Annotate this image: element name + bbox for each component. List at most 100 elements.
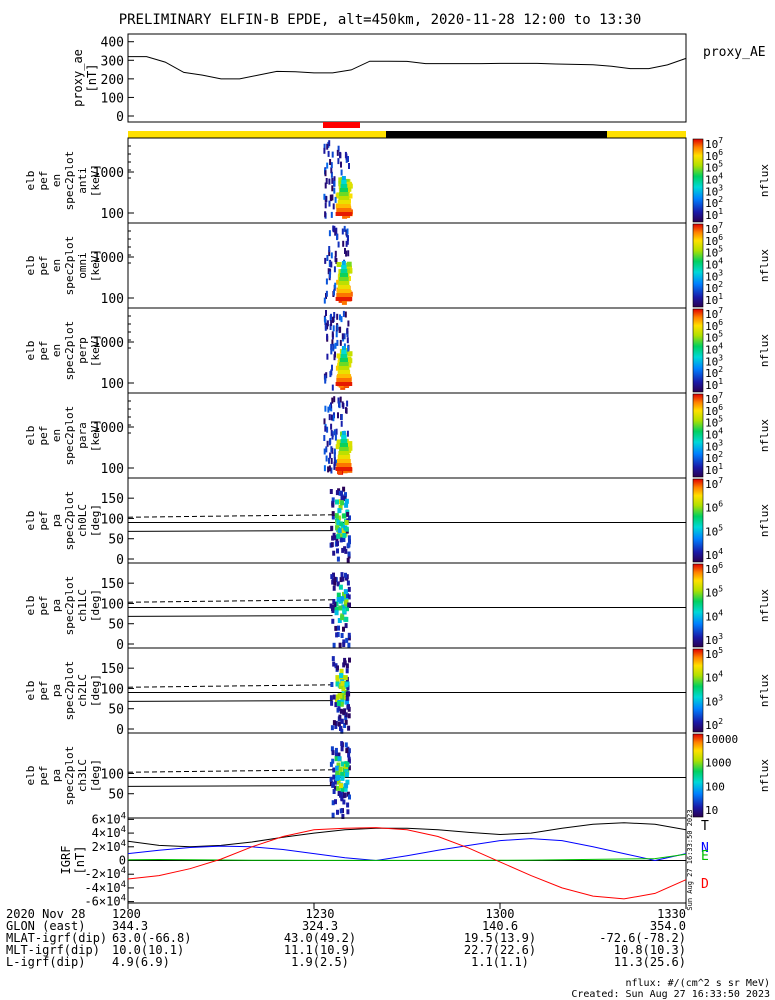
colorbar-tick-label: 101 [705,207,723,222]
heatmap-cell [344,715,348,721]
heatmap-cell [332,642,336,648]
footer-value: 140.6 [482,919,518,933]
heatmap-cell [335,459,338,466]
tick-base: 10 [705,138,718,151]
footer-value: 22.7(22.6) [464,943,536,957]
heatmap-cell [333,448,336,455]
heatmap-cell [343,496,346,502]
heatmap-cell [324,405,327,412]
colorbar-tick-label: 105 [705,330,723,345]
heatmap-cell [344,623,348,629]
panel-ylabel-line: [keV] [89,419,102,452]
panel-ylabel-line: spec2plot [63,746,76,806]
heatmap-cell [325,290,328,297]
igrf-legend-D: D [701,877,709,892]
colorbar-tick-label: 101 [705,462,723,477]
panel-ylabel-line: en [50,259,63,272]
colorbar-tick-label: 101 [705,377,723,392]
panel-ylabel-line: spec2plot [63,661,76,721]
heatmap-cell [334,434,337,441]
heatmap-cell [338,714,342,720]
heatmap-cell [345,156,348,163]
colorbar-tick-label: 106 [705,233,723,248]
heatmap-core [340,184,348,188]
tick-base: 150 [101,662,124,677]
colorbar [692,648,704,733]
heatmap-cell [337,625,340,631]
heatmap-cell [345,695,349,701]
heatmap-cell [348,163,350,169]
heatmap-cell [332,532,336,538]
heatmap-cell [335,681,340,687]
colorbar-tick-label: 10000 [705,733,738,746]
tick-exponent: 4 [718,427,723,436]
heatmap-cell [328,230,331,237]
heatmap-cell [338,642,342,648]
heatmap-cell [342,213,348,219]
heatmap-cell [332,661,336,667]
heatmap-cell [348,657,351,663]
footer-value: 344.3 [112,919,148,933]
tick-base: 10 [705,162,718,175]
heatmap-core [338,281,350,285]
tick-base: 10 [705,223,718,236]
heatmap-core [337,204,351,208]
tick-base: 100 [101,682,124,697]
heatmap-cell [344,498,349,504]
heatmap-cell [335,227,338,234]
tick-base: 150 [101,577,124,592]
heatmap-cell [330,261,333,268]
heatmap-cell [334,610,339,616]
y-tick-label: 100 [101,462,124,477]
heatmap-cell [336,234,338,241]
heatmap-cell [330,574,334,580]
heatmap-cell [347,602,351,608]
heatmap-cell [342,537,346,542]
tick-base: -6×10 [84,895,120,909]
panel-ylabel-line: [deg] [89,504,102,537]
tick-exponent: 4 [121,880,126,890]
heatmap-core [338,196,350,200]
tick-base: 10 [705,525,718,538]
heatmap-cell [337,397,340,404]
tick-base: 100 [101,512,124,527]
created-stamp: Created: Sun Aug 27 16:33:50 2023 [571,989,770,1000]
heatmap-cell [340,786,345,792]
heatmap-cell [348,539,351,545]
heatmap-cell [331,758,335,764]
heatmap-cell [344,151,347,158]
heatmap-cell [347,706,351,712]
tick-base: 100 [101,767,124,782]
tick-base: 10000 [705,733,738,746]
heatmap-cell [345,748,349,754]
tick-base: 10 [705,429,718,442]
heatmap-core [336,293,352,297]
panel-ylabel-line: [deg] [89,674,102,707]
heatmap-cell [337,469,342,475]
panel-ylabel-line: ch2LC [76,674,89,707]
heatmap-core [337,370,351,374]
heatmap-cell [346,327,349,334]
heatmap-cell [347,752,351,758]
heatmap-cell [341,604,346,610]
heatmap-cell [326,333,329,340]
heatmap-cell [338,693,343,699]
spectrogram-panel-pa_spec_ch0LC: elb pef pa spec2plot ch0LC [deg]1501005001071… [24,476,771,568]
heatmap-cell [344,572,347,578]
bar-black-segment [386,131,607,138]
tick-exponent: 6 [718,233,723,242]
heatmap-cell [336,262,342,267]
heatmap-core [339,188,348,192]
heatmap-cell [344,548,348,554]
panel-ylabel-line: elb [24,511,37,531]
igrf-yunit: [nT] [73,846,87,875]
y-tick-label: 2×104 [92,839,126,854]
heatmap-cell [338,605,343,611]
heatmap-cell [333,457,336,464]
heatmap-cell [343,792,347,798]
heatmap-cell [335,331,338,338]
tick-base: 0 [116,553,124,568]
tick-exponent: 6 [718,148,723,157]
heatmap-core [341,346,346,350]
loss-cone-line [127,615,333,617]
